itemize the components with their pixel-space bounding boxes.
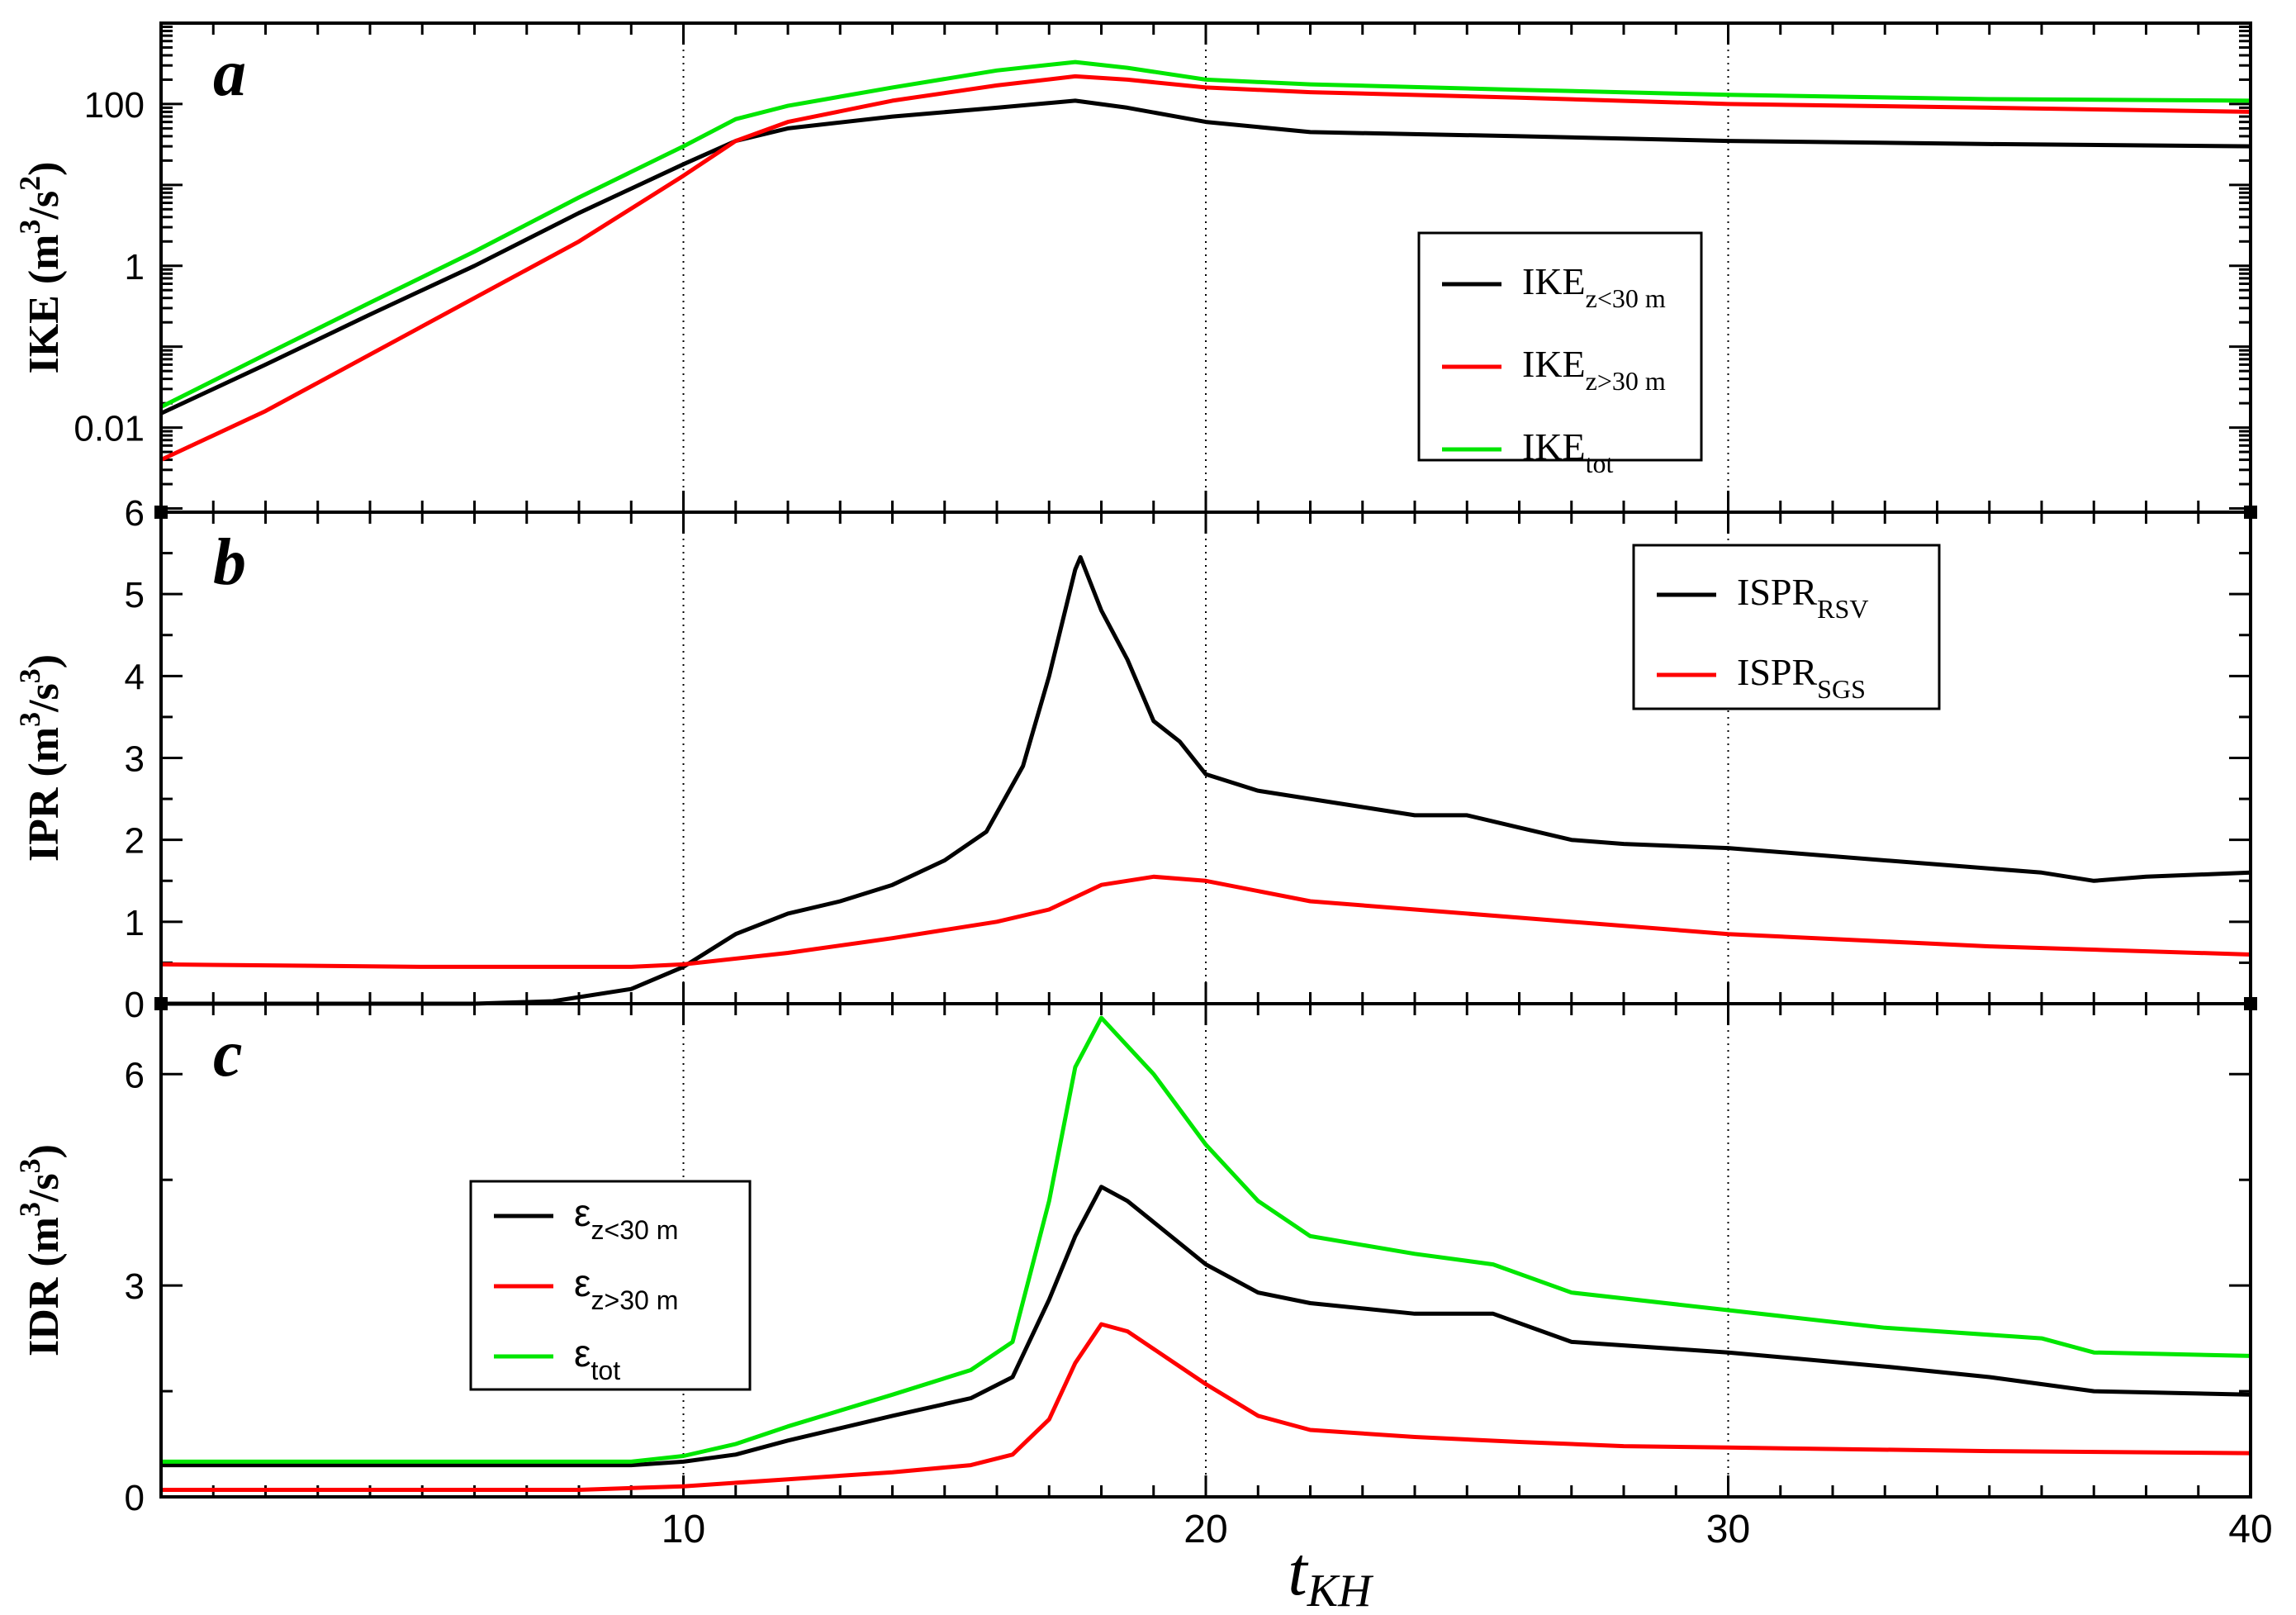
- legend-label-base: ε: [574, 1191, 591, 1234]
- x-axis-title-main: t: [1288, 1533, 1309, 1610]
- legend-label-subscript: tot: [1586, 449, 1614, 478]
- series-line-b-ISPR-SGS: [160, 874, 2251, 969]
- legend-label-subscript: z<30 m: [591, 1215, 679, 1245]
- y-axis-title-part: IPR (m: [21, 727, 68, 862]
- y-tick-label: 100: [84, 85, 145, 126]
- panel-join-marker: [2244, 506, 2257, 519]
- legend-label-base: IKE: [1522, 425, 1586, 468]
- series-line-a-IKE-tot: [159, 59, 2251, 409]
- legend-label: εz>30 m: [574, 1261, 678, 1315]
- series-line-b-ISPR-RSV: [161, 555, 2251, 1006]
- x-tick-label: 10: [662, 1508, 705, 1551]
- legend-label: ISPRSGS: [1737, 651, 1866, 704]
- legend-label: εz<30 m: [574, 1191, 678, 1245]
- y-tick-label: 5: [125, 575, 145, 615]
- y-axis-title-part: IKE (m: [21, 235, 68, 374]
- y-tick-label: 2: [125, 821, 145, 862]
- series-line-a-IKE-z-30-m: [159, 74, 2251, 462]
- series-line-c--z-30-m: [161, 1322, 2251, 1492]
- panel-join-marker: [2244, 997, 2257, 1010]
- legend-label-base: ISPR: [1737, 651, 1817, 693]
- y-axis-title-part: ): [21, 161, 68, 175]
- legend-label: IKEz<30 m: [1522, 260, 1666, 313]
- y-tick-label: 0.01: [74, 409, 145, 449]
- y-tick-label: 0: [125, 985, 145, 1025]
- legend-label-base: ISPR: [1737, 571, 1817, 613]
- series-line-a-IKE-z-30-m: [159, 98, 2251, 416]
- legend-label-subscript: z>30 m: [591, 1285, 679, 1315]
- y-axis-title-part: 3: [13, 1158, 46, 1173]
- x-tick-label: 30: [1706, 1508, 1750, 1551]
- y-tick-label: 1: [125, 903, 145, 943]
- axis-ticks: [161, 23, 2251, 1499]
- legend-label-subscript: SGS: [1817, 674, 1866, 704]
- legend-label-base: IKE: [1522, 343, 1586, 385]
- y-axis-title-part: IDR (m: [21, 1217, 68, 1356]
- panel-letter-b: b: [213, 526, 246, 599]
- legend-label-subscript: z<30 m: [1586, 283, 1666, 313]
- x-tick-label: 40: [2228, 1508, 2272, 1551]
- legend-label-subscript: z>30 m: [1586, 366, 1666, 396]
- panel-join-marker: [154, 997, 168, 1010]
- y-axis-title-part: 3: [13, 668, 46, 683]
- y-axis-title-part: 3: [13, 1202, 46, 1217]
- legend-box-a: [1417, 231, 1703, 462]
- panel-frames: [154, 21, 2257, 1499]
- y-tick-label: 0: [125, 1478, 145, 1518]
- series-line-c--z-30-m: [161, 1185, 2251, 1468]
- panel-letter-a: a: [213, 37, 246, 110]
- legend-label: IKEz>30 m: [1522, 343, 1666, 396]
- guide-lines: [682, 23, 1729, 1497]
- legend-label: ISPRRSV: [1737, 571, 1868, 624]
- y-axis-title-c: IDR (m3/s3): [13, 1144, 68, 1356]
- x-axis-title-subscript: KH: [1307, 1565, 1373, 1615]
- y-axis-title-part: 3: [13, 712, 46, 727]
- legend-label-base: IKE: [1522, 260, 1586, 302]
- y-axis-title-a: IKE (m3/s2): [13, 161, 68, 373]
- y-tick-label: 3: [125, 1266, 145, 1307]
- panel-frame-c: [159, 1002, 2252, 1499]
- legend-label-base: ε: [574, 1332, 591, 1375]
- data-series: [159, 59, 2251, 1492]
- y-tick-label: 1: [125, 247, 145, 287]
- series-line-c--tot: [161, 1015, 2251, 1464]
- y-axis-title-part: 3: [13, 220, 46, 235]
- legend-label: IKEtot: [1522, 425, 1614, 478]
- y-tick-label: 6: [125, 493, 145, 534]
- y-tick-label: 3: [125, 739, 145, 780]
- y-axis-title-part: /s: [21, 1173, 68, 1203]
- legend-label-subscript: tot: [591, 1356, 621, 1385]
- x-tick-label: 20: [1184, 1508, 1227, 1551]
- y-axis-title-b: IPR (m3/s3): [13, 654, 68, 862]
- y-axis-title-part: 2: [13, 176, 46, 191]
- legend-box-b: [1632, 544, 1941, 710]
- legend-label-subscript: RSV: [1817, 594, 1868, 624]
- y-axis-title-part: ): [21, 1144, 68, 1158]
- panel-letter-c: c: [213, 1018, 243, 1090]
- legend-label: εtot: [574, 1332, 620, 1385]
- y-tick-label: 4: [125, 657, 145, 697]
- y-axis-title-part: ): [21, 654, 68, 668]
- panel-join-marker: [154, 506, 168, 519]
- y-tick-label: 6: [125, 1055, 145, 1095]
- x-axis-title: tKH: [1288, 1533, 1373, 1615]
- y-axis-title-part: /s: [21, 683, 68, 713]
- y-axis-title-part: /s: [21, 191, 68, 221]
- legend-label-base: ε: [574, 1261, 591, 1304]
